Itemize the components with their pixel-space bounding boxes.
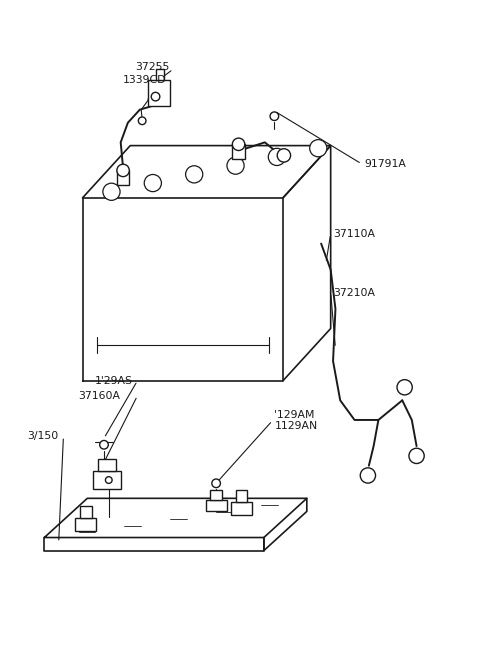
Text: 37255: 37255 xyxy=(135,62,169,72)
Circle shape xyxy=(270,112,279,120)
Bar xyxy=(98,459,116,471)
Bar xyxy=(236,491,247,502)
Bar xyxy=(148,80,170,106)
Bar xyxy=(210,490,222,499)
Bar xyxy=(117,170,129,185)
Circle shape xyxy=(106,477,112,484)
Text: 37160A: 37160A xyxy=(78,391,120,401)
Circle shape xyxy=(138,117,146,125)
Text: 91791A: 91791A xyxy=(364,159,406,169)
Bar xyxy=(80,506,92,518)
Text: '129AM: '129AM xyxy=(275,410,315,420)
Bar xyxy=(93,471,120,489)
Bar xyxy=(205,499,227,511)
Circle shape xyxy=(186,166,203,183)
Circle shape xyxy=(212,479,220,487)
Circle shape xyxy=(277,148,290,162)
Circle shape xyxy=(310,140,327,157)
Circle shape xyxy=(117,164,129,177)
Circle shape xyxy=(227,157,244,174)
Circle shape xyxy=(268,148,286,166)
Bar xyxy=(156,68,164,80)
Text: 37110A: 37110A xyxy=(333,229,375,238)
Circle shape xyxy=(103,183,120,200)
Circle shape xyxy=(100,440,108,449)
Text: 1339CD: 1339CD xyxy=(123,75,167,85)
Circle shape xyxy=(232,138,245,150)
Text: 37210A: 37210A xyxy=(333,288,375,298)
Bar xyxy=(232,145,245,159)
Text: 1'29AS: 1'29AS xyxy=(95,376,132,386)
Circle shape xyxy=(397,380,412,395)
Bar xyxy=(231,502,252,515)
Text: 3/150: 3/150 xyxy=(28,431,59,442)
Circle shape xyxy=(360,468,375,483)
Circle shape xyxy=(409,448,424,463)
Bar xyxy=(75,518,96,531)
Circle shape xyxy=(151,93,160,101)
Text: 1129AN: 1129AN xyxy=(275,422,318,432)
Circle shape xyxy=(144,175,161,192)
